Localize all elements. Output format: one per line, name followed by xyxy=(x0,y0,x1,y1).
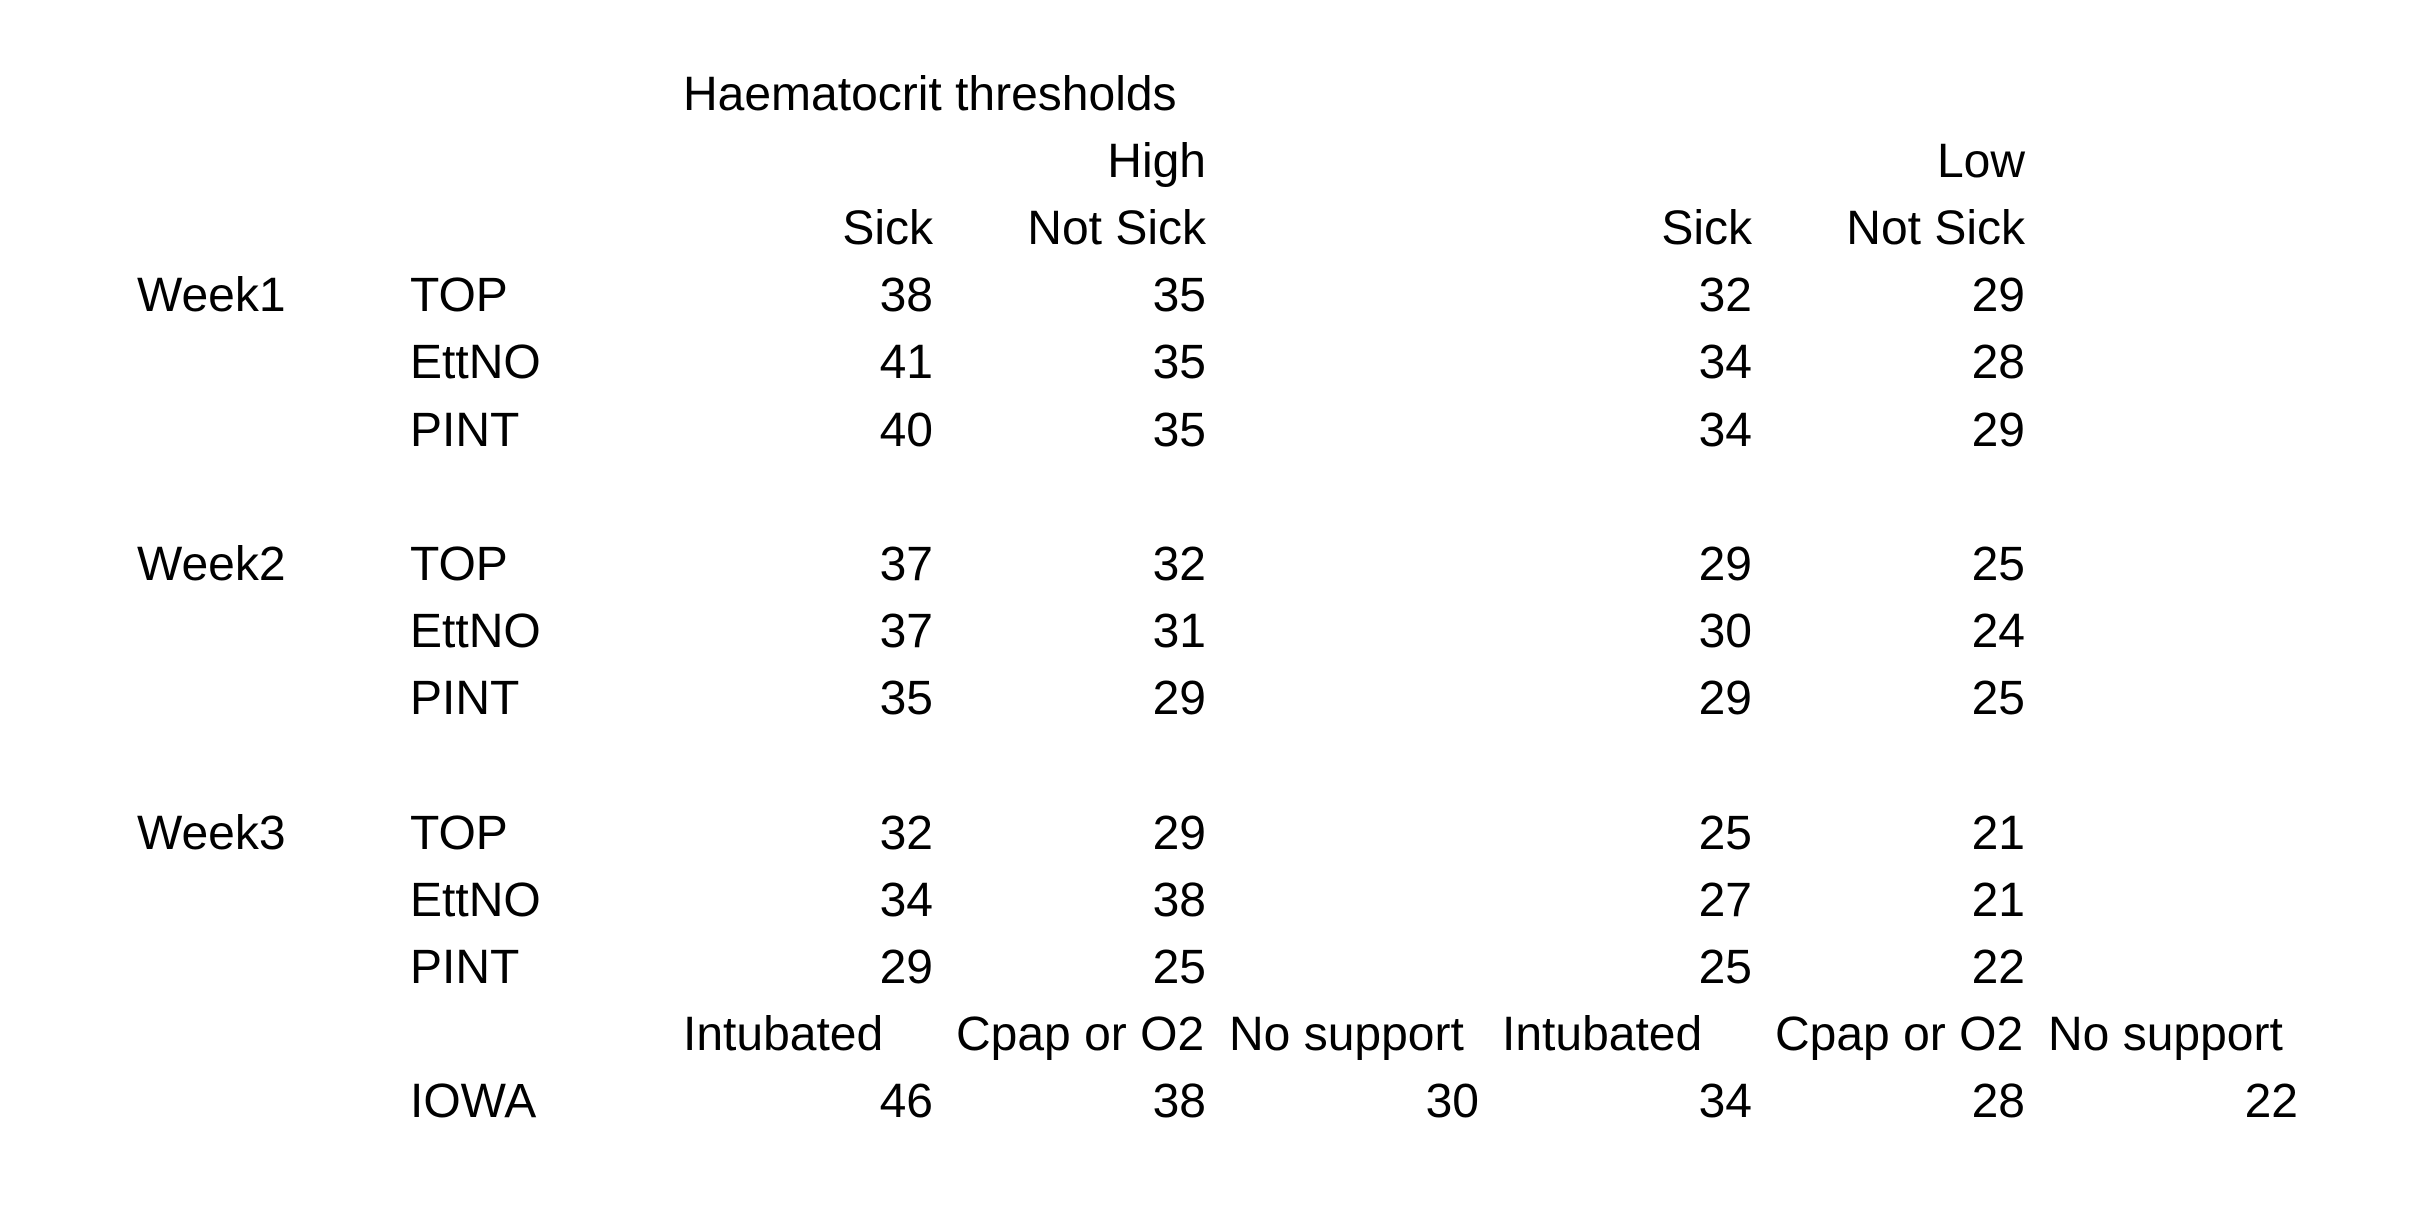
value-cell: 35 xyxy=(1152,403,1206,457)
value-cell: 29 xyxy=(1698,672,1752,726)
value-cell: 35 xyxy=(879,672,933,726)
value-cell: 40 xyxy=(879,403,933,457)
value-cell: 28 xyxy=(1971,1075,2025,1129)
value-cell: 41 xyxy=(879,336,933,390)
value-cell: 21 xyxy=(1971,873,2025,927)
value-cell: 29 xyxy=(1971,403,2025,457)
value-cell: 31 xyxy=(1152,605,1206,659)
header-sick-low: Sick xyxy=(1661,201,1752,255)
value-cell: 32 xyxy=(1698,269,1752,323)
value-cell: 35 xyxy=(1152,269,1206,323)
value-cell: 25 xyxy=(1971,537,2025,591)
header-low: Low xyxy=(1936,134,2025,188)
haematocrit-table: Haematocrit thresholds High Low Sick Not… xyxy=(133,61,2317,1136)
trial-label: TOP xyxy=(410,537,508,591)
table-title: Haematocrit thresholds xyxy=(683,67,1177,121)
week-label: Week3 xyxy=(137,806,286,860)
week-label: Week1 xyxy=(137,269,286,323)
value-cell: 30 xyxy=(1425,1075,1479,1129)
value-cell: 28 xyxy=(1971,336,2025,390)
header-no-support-low: No support xyxy=(2048,1008,2283,1062)
value-cell: 32 xyxy=(879,806,933,860)
trial-label: EttNO xyxy=(410,873,541,927)
trial-label: TOP xyxy=(410,806,508,860)
value-cell: 37 xyxy=(879,605,933,659)
trial-label: TOP xyxy=(410,269,508,323)
value-cell: 37 xyxy=(879,537,933,591)
value-cell: 34 xyxy=(1698,1075,1752,1129)
value-cell: 29 xyxy=(1971,269,2025,323)
trial-label: EttNO xyxy=(410,605,541,659)
value-cell: 22 xyxy=(2244,1075,2298,1129)
value-cell: 25 xyxy=(1152,941,1206,995)
header-intubated-low: Intubated xyxy=(1502,1008,1703,1062)
value-cell: 25 xyxy=(1971,672,2025,726)
value-cell: 38 xyxy=(1152,1075,1206,1129)
value-cell: 29 xyxy=(1152,806,1206,860)
header-sick-high: Sick xyxy=(842,201,933,255)
value-cell: 30 xyxy=(1698,605,1752,659)
header-no-support-high: No support xyxy=(1229,1008,1464,1062)
trial-label: IOWA xyxy=(410,1075,537,1129)
header-intubated-high: Intubated xyxy=(683,1008,884,1062)
header-cpap-high: Cpap or O2 xyxy=(956,1008,1205,1062)
value-cell: 46 xyxy=(879,1075,933,1129)
trial-label: EttNO xyxy=(410,336,541,390)
header-cpap-low: Cpap or O2 xyxy=(1775,1008,2024,1062)
value-cell: 35 xyxy=(1152,336,1206,390)
value-cell: 32 xyxy=(1152,537,1206,591)
value-cell: 25 xyxy=(1698,806,1752,860)
value-cell: 34 xyxy=(879,873,933,927)
header-high: High xyxy=(1107,134,1206,188)
value-cell: 38 xyxy=(1152,873,1206,927)
header-not-sick-high: Not Sick xyxy=(1027,201,1206,255)
value-cell: 27 xyxy=(1698,873,1752,927)
value-cell: 34 xyxy=(1698,403,1752,457)
value-cell: 21 xyxy=(1971,806,2025,860)
value-cell: 29 xyxy=(879,941,933,995)
header-not-sick-low: Not Sick xyxy=(1846,201,2025,255)
trial-label: PINT xyxy=(410,672,520,726)
value-cell: 25 xyxy=(1698,941,1752,995)
value-cell: 29 xyxy=(1698,537,1752,591)
trial-label: PINT xyxy=(410,403,520,457)
value-cell: 29 xyxy=(1152,672,1206,726)
value-cell: 38 xyxy=(879,269,933,323)
value-cell: 34 xyxy=(1698,336,1752,390)
week-label: Week2 xyxy=(137,537,286,591)
trial-label: PINT xyxy=(410,941,520,995)
value-cell: 22 xyxy=(1971,941,2025,995)
value-cell: 24 xyxy=(1971,605,2025,659)
